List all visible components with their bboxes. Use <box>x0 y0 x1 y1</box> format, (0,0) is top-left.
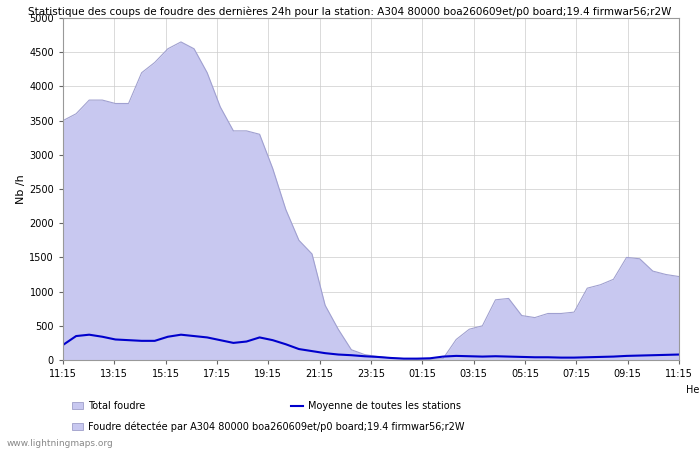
Text: Heure: Heure <box>686 385 700 395</box>
Y-axis label: Nb /h: Nb /h <box>16 174 27 204</box>
Legend: Foudre détectée par A304 80000 boa260609et/p0 board;19.4 firmwar56;r2W: Foudre détectée par A304 80000 boa260609… <box>68 418 469 436</box>
Text: Statistique des coups de foudre des dernières 24h pour la station: A304 80000 bo: Statistique des coups de foudre des dern… <box>28 7 672 17</box>
Text: www.lightningmaps.org: www.lightningmaps.org <box>7 439 113 448</box>
